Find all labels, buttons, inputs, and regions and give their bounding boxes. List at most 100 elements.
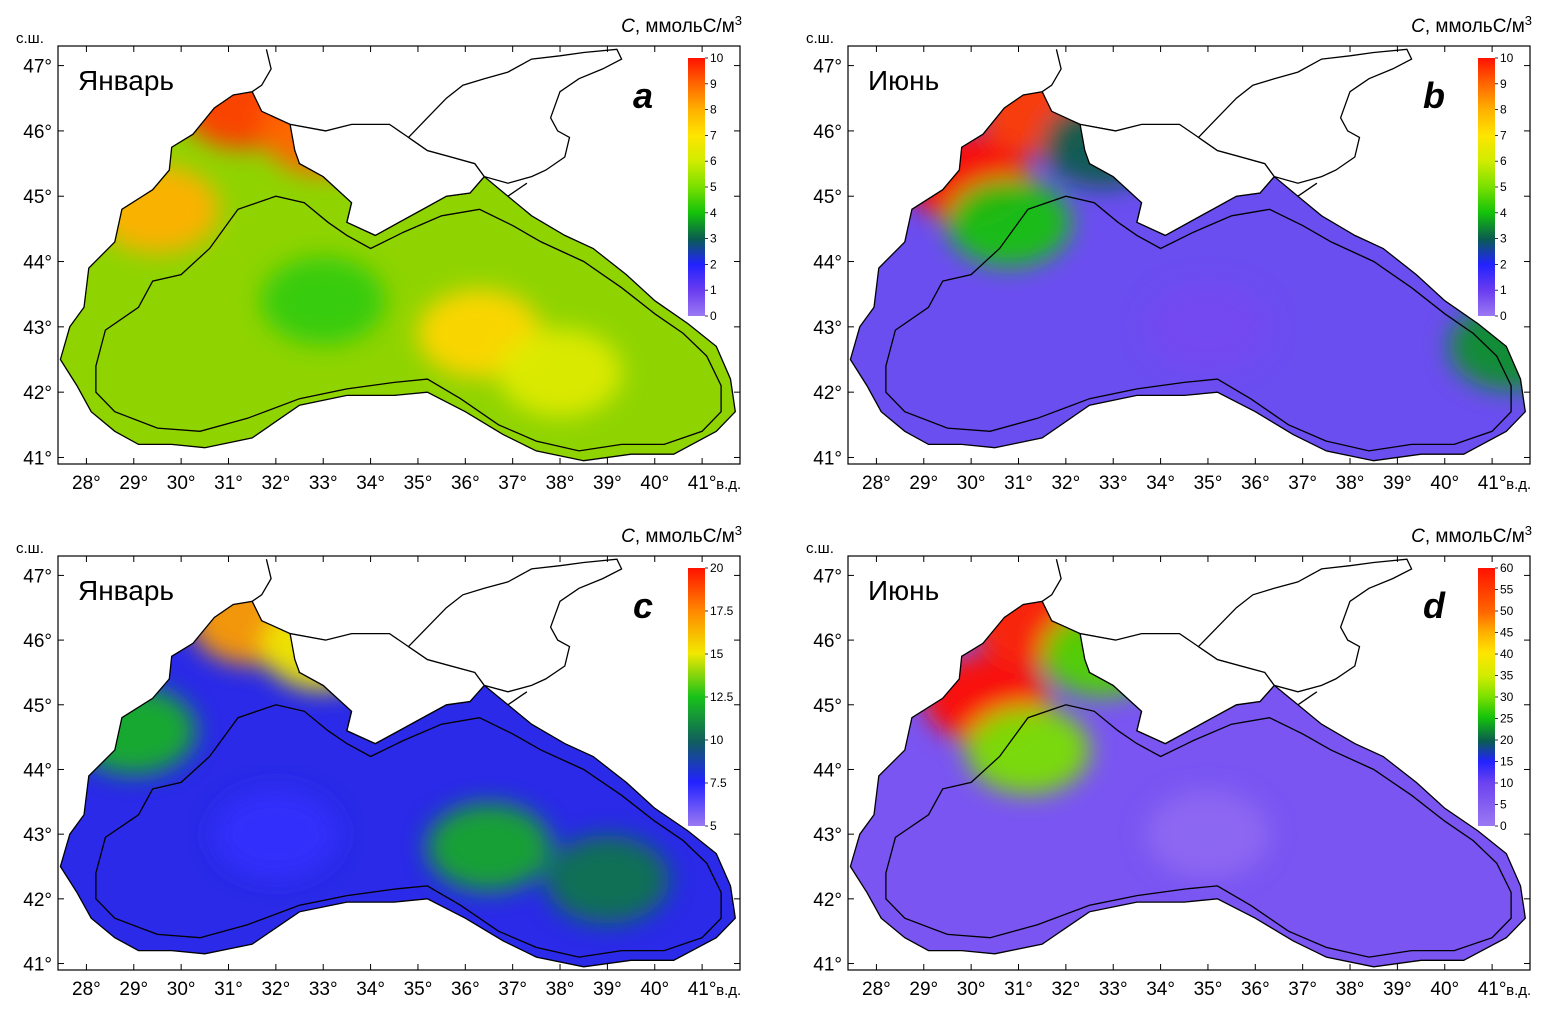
colorbar-tick-label: 7 [1500,128,1507,142]
colorbar-tick-label: 17.5 [710,604,734,618]
lat-tick-label: 45° [813,696,842,717]
colorbar-tick-label: 30 [1500,690,1514,704]
colorbar-tick-label: 5 [1500,798,1507,812]
lon-unit-label: в.д. [1506,982,1531,999]
lat-unit-label: с.ш. [806,540,834,557]
lon-tick-label: 37° [498,473,527,494]
colorbar-tick-label: 20 [1500,733,1514,747]
lat-tick-label: 46° [813,122,842,143]
lon-tick-label: 33° [1099,473,1128,494]
kerch-coast [507,691,528,706]
lat-tick-label: 41° [813,955,842,976]
colorbar-tick-label: 8 [1500,103,1507,117]
lat-tick-label: 44° [23,253,52,274]
azov-sea-outline [407,48,623,184]
panel-letter: d [1423,585,1446,626]
lon-tick-label: 30° [957,979,986,1000]
colorbar-tick-label: 25 [1500,712,1514,726]
lat-tick-label: 44° [23,760,52,781]
colorbar-tick-label: 15 [1500,755,1514,769]
colorbar-tick-label: 5 [710,180,717,194]
lon-tick-label: 29° [909,979,938,1000]
lat-tick-label: 45° [813,187,842,208]
lon-tick-label: 38° [546,979,575,1000]
lat-tick-label: 43° [23,318,52,339]
lat-unit-label: с.ш. [806,30,834,47]
lat-tick-label: 47° [23,566,52,587]
crimea-land [1079,123,1276,237]
lon-tick-label: 37° [1288,473,1317,494]
lon-tick-label: 30° [167,979,196,1000]
dnieper-coast [1041,49,1062,93]
colorbar-gradient [1478,58,1495,316]
lat-tick-label: 42° [813,890,842,911]
colorbar-tick-label: 2 [1500,257,1507,271]
lat-tick-label: 44° [813,760,842,781]
lon-tick-label: 33° [309,979,338,1000]
lon-tick-label: 39° [593,473,622,494]
colorbar-tick-label: 40 [1500,647,1514,661]
lon-tick-label: 36° [1241,979,1270,1000]
month-label: Июнь [868,65,939,96]
azov-sea-outline [1197,558,1413,693]
map-panel-d: 41° 42° 43° 44° 45° 46° 47° с.ш. 28° 29° 30° 31° 32°… [806,523,1532,1000]
panel-letter: b [1423,75,1445,116]
lat-tick-label: 46° [23,631,52,652]
lat-tick-label: 45° [23,696,52,717]
colorbar-tick-label: 6 [710,154,717,168]
lon-tick-label: 39° [1383,979,1412,1000]
lon-tick-label: 35° [1194,979,1223,1000]
colorbar-title: C, ммольС/м3 [621,523,742,547]
crimea-land [1079,632,1276,745]
concentration-hotspot [498,328,623,417]
colorbar-title: C, ммольС/м3 [1411,523,1532,547]
colorbar-tick-label: 0 [1500,309,1507,323]
lon-tick-label: 31° [214,979,243,1000]
lon-tick-label: 36° [451,979,480,1000]
colorbar-tick-label: 9 [710,77,717,91]
lon-tick-label: 41° [688,979,717,1000]
lon-tick-label: 38° [1336,979,1365,1000]
azov-sea-outline [1197,48,1413,184]
lon-unit-label: в.д. [716,476,741,493]
concentration-hotspot [426,803,551,892]
colorbar-tick-label: 3 [1500,232,1507,246]
lon-tick-label: 39° [1383,473,1412,494]
isobath-line [95,195,722,452]
panel-letter: a [633,75,653,116]
colorbar-tick-label: 15 [710,647,724,661]
lon-tick-label: 28° [862,979,891,1000]
lat-tick-label: 43° [23,825,52,846]
colorbar-tick-label: 10 [1500,51,1514,65]
colorbar-tick-label: 2 [710,257,717,271]
colorbar-tick-label: 50 [1500,604,1514,618]
colorbar-tick-label: 7.5 [710,776,727,790]
lat-tick-label: 47° [813,566,842,587]
colorbar-tick-label: 7 [710,128,717,142]
kerch-coast [1297,691,1318,706]
kerch-coast [1297,182,1318,197]
lat-tick-label: 45° [23,187,52,208]
lon-tick-label: 34° [356,979,385,1000]
lon-tick-label: 31° [214,473,243,494]
colorbar-tick-label: 10 [1500,776,1514,790]
lon-tick-label: 29° [909,473,938,494]
colorbar-gradient [1478,568,1495,826]
colorbar-tick-label: 1 [1500,283,1507,297]
lon-tick-label: 28° [72,979,101,1000]
concentration-hotspot [947,178,1072,267]
lon-tick-label: 40° [1430,473,1459,494]
colorbar-tick-label: 45 [1500,626,1514,640]
isobath-line [885,704,1512,958]
concentration-hotspot [1145,790,1270,879]
lon-tick-label: 40° [1430,979,1459,1000]
lon-tick-label: 35° [404,473,433,494]
lon-tick-label: 39° [593,979,622,1000]
concentration-hotspot [545,835,670,924]
concentration-hotspot [965,706,1090,795]
colorbar-tick-label: 4 [710,206,717,220]
colorbar-tick-label: 55 [1500,583,1514,597]
lon-tick-label: 38° [1336,473,1365,494]
lon-tick-label: 29° [119,979,148,1000]
